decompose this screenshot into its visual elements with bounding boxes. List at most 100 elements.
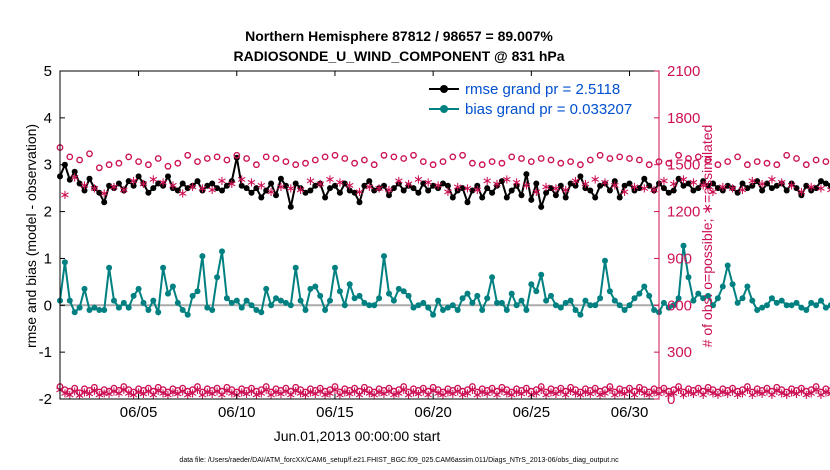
assimilated-obs-marker: ∗ [187, 385, 198, 400]
rmse-point [155, 180, 162, 187]
bias-point [646, 292, 653, 299]
assimilated-obs-marker: ∗ [325, 385, 336, 400]
rmse-point [494, 182, 500, 189]
assimilated-obs-marker: ∗ [354, 387, 365, 402]
possible-obs-marker [734, 153, 741, 161]
bias-point [523, 307, 530, 313]
rmse-point [705, 182, 712, 189]
assimilated-obs-marker: ∗ [74, 388, 85, 403]
assimilated-obs-marker: ∗ [246, 174, 257, 189]
possible-obs-marker [71, 384, 79, 392]
possible-obs-marker [454, 384, 462, 392]
bias-point [705, 292, 712, 299]
rmse-point [238, 182, 245, 189]
possible-obs-marker [351, 159, 358, 167]
possible-obs-marker [459, 151, 466, 159]
rmse-point [759, 187, 766, 194]
bias-point [292, 264, 299, 271]
possible-obs-marker [86, 150, 93, 158]
bias-point [533, 288, 540, 295]
assimilated-obs-marker: ∗ [619, 386, 630, 401]
bias-point [552, 302, 559, 309]
bias-point [498, 299, 505, 306]
bias-point [219, 248, 225, 255]
possible-obs-marker [748, 388, 756, 396]
right-tick-label: 2100 [667, 63, 700, 80]
rmse-point [651, 187, 658, 194]
rmse-point [336, 189, 343, 196]
rmse-point [665, 189, 672, 196]
possible-obs-marker [493, 387, 501, 395]
possible-obs-marker [341, 155, 349, 162]
assimilated-obs-marker: ∗ [99, 385, 110, 400]
bias-point [96, 307, 103, 313]
possible-obs-marker [262, 383, 270, 390]
rmse-point [150, 185, 157, 192]
rmse-point [96, 189, 103, 196]
assimilated-obs-marker: ∗ [801, 387, 812, 402]
assimilated-obs-marker: ∗ [197, 387, 208, 402]
bias-point [165, 290, 171, 297]
possible-obs-marker [468, 159, 476, 167]
possible-obs-marker [763, 159, 771, 167]
bias-point [641, 283, 648, 290]
bias-point [803, 307, 810, 313]
possible-obs-marker [302, 388, 309, 396]
bias-point [179, 307, 186, 313]
x-tick-label: 06/20 [414, 404, 452, 421]
possible-obs-marker [370, 161, 378, 169]
assimilated-obs-marker: ∗ [629, 387, 640, 402]
bias-point [307, 285, 314, 292]
assimilated-obs-marker: ∗ [712, 387, 723, 402]
assimilated-obs-marker: ∗ [506, 387, 517, 402]
assimilated-obs-marker: ∗ [334, 387, 345, 402]
rmse-point [739, 180, 746, 187]
rmse-point [165, 173, 171, 180]
bias-point [366, 302, 373, 309]
assimilated-obs-marker: ∗ [472, 182, 483, 197]
assimilated-obs-marker: ∗ [89, 181, 100, 196]
bias-point [714, 295, 721, 302]
possible-obs-marker [744, 161, 751, 169]
bias-point [317, 292, 324, 299]
bias-point [822, 304, 829, 311]
possible-obs-marker [527, 158, 535, 166]
bias-point [346, 281, 353, 288]
bias-point [700, 295, 707, 302]
possible-obs-marker [262, 153, 270, 161]
bias-point [341, 302, 348, 309]
possible-obs-marker [812, 383, 820, 390]
rmse-point [670, 187, 677, 194]
bias-point [223, 295, 230, 302]
assimilated-obs-marker: ∗ [285, 387, 296, 402]
bias-point [454, 307, 461, 313]
possible-obs-marker [591, 384, 599, 392]
assimilated-obs-marker: ∗ [118, 182, 129, 197]
assimilated-obs-marker: ∗ [717, 179, 728, 194]
assimilated-obs-marker: ∗ [492, 176, 503, 191]
assimilated-obs-marker: ∗ [305, 385, 316, 400]
bias-point [322, 307, 329, 313]
assimilated-obs-marker: ∗ [438, 387, 449, 402]
assimilated-obs-marker: ∗ [678, 387, 689, 402]
assimilated-obs-marker: ∗ [64, 387, 75, 402]
assimilated-obs-marker: ∗ [177, 185, 188, 200]
left-tick-label: 5 [44, 63, 52, 80]
possible-obs-marker [508, 388, 516, 396]
possible-obs-marker [380, 151, 388, 159]
possible-obs-marker [611, 388, 619, 396]
rmse-point [219, 187, 225, 194]
possible-obs-marker [753, 158, 761, 166]
rmse-point [572, 182, 579, 189]
rmse-point [714, 185, 721, 192]
assimilated-obs-marker: ∗ [167, 385, 178, 400]
right-tick-label: 1200 [667, 204, 700, 221]
bias-point [155, 309, 162, 316]
assimilated-obs-marker: ∗ [413, 386, 424, 401]
possible-obs-marker [302, 159, 309, 167]
rmse-point [351, 189, 358, 196]
assimilated-obs-marker: ∗ [717, 385, 728, 400]
assimilated-obs-marker: ∗ [275, 179, 286, 194]
possible-obs-marker [675, 151, 682, 159]
